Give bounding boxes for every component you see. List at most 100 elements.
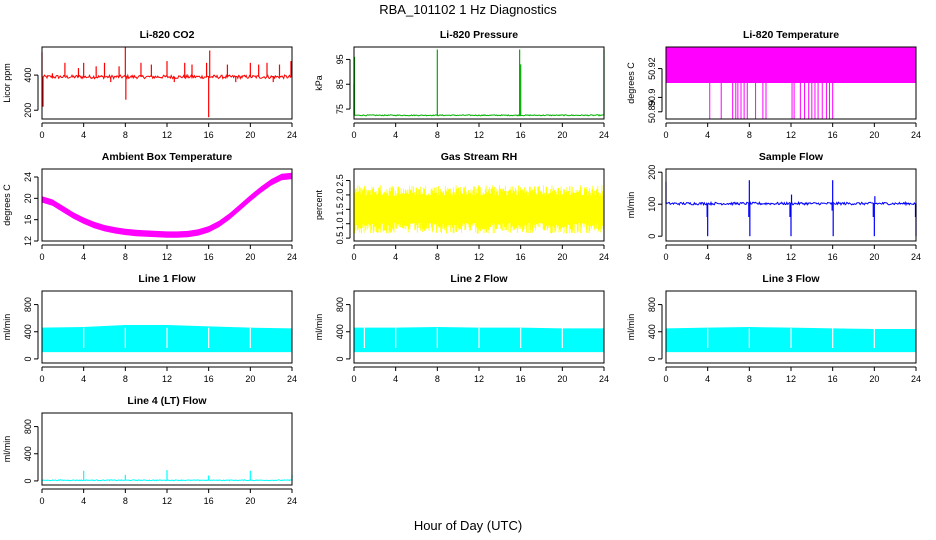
panel-9: Line 3 Flow 0 4 8 12 16 20 24 0 400 800 ml/min xyxy=(626,273,921,384)
x-tick-label: 24 xyxy=(287,130,297,140)
panel-title: Line 4 (LT) Flow xyxy=(127,395,207,407)
panel-10: Line 4 (LT) Flow 0 4 8 12 16 20 24 0 400 800 ml/min xyxy=(2,395,297,506)
plot-frame xyxy=(41,46,293,120)
y-tick-label: 400 xyxy=(647,324,657,339)
y-axis-label: kPa xyxy=(314,75,324,91)
x-axis: 0 4 8 12 16 20 24 xyxy=(39,244,297,262)
panel-title: Line 3 Flow xyxy=(762,273,820,285)
y-tick-label: 95 xyxy=(335,54,345,64)
y-tick-label: 85 xyxy=(335,79,345,89)
x-tick-label: 0 xyxy=(39,252,44,262)
panel-title: Sample Flow xyxy=(759,151,824,163)
y-axis: 200 400 Licor ppm xyxy=(2,63,39,118)
x-tick-label: 20 xyxy=(245,374,255,384)
x-tick-label: 20 xyxy=(557,374,567,384)
x-tick-label: 4 xyxy=(81,252,86,262)
plot-frame xyxy=(41,412,293,486)
x-tick-label: 16 xyxy=(204,374,214,384)
x-tick-label: 24 xyxy=(599,130,609,140)
y-axis: 0 400 800 ml/min xyxy=(2,419,39,483)
y-axis: 12 16 20 24 degrees C xyxy=(2,172,39,246)
x-tick-label: 4 xyxy=(705,130,710,140)
x-tick-label: 8 xyxy=(123,374,128,384)
x-tick-label: 8 xyxy=(747,374,752,384)
x-tick-label: 12 xyxy=(786,252,796,262)
panel-1: Li-820 CO2 0 4 8 12 16 20 24 200 400 Licor ppm xyxy=(2,29,297,140)
series xyxy=(354,327,604,353)
x-tick-label: 8 xyxy=(123,252,128,262)
x-tick-label: 12 xyxy=(474,130,484,140)
x-tick-label: 12 xyxy=(162,374,172,384)
x-axis: 0 4 8 12 16 20 24 xyxy=(39,122,297,140)
x-tick-label: 12 xyxy=(786,374,796,384)
panel-title: Li-820 Pressure xyxy=(440,29,518,41)
x-tick-label: 20 xyxy=(557,130,567,140)
y-tick-label: 400 xyxy=(23,446,33,461)
temperature-band xyxy=(666,47,916,83)
y-axis-label: degrees C xyxy=(2,184,12,226)
y-axis-label: ml/min xyxy=(2,314,12,341)
x-tick-label: 0 xyxy=(351,374,356,384)
panel-title: Line 2 Flow xyxy=(450,273,508,285)
y-axis: 75 85 95 kPa xyxy=(314,54,351,114)
x-tick-label: 8 xyxy=(435,252,440,262)
x-tick-label: 8 xyxy=(747,130,752,140)
x-tick-label: 12 xyxy=(162,252,172,262)
plot-frame xyxy=(353,46,605,120)
trace xyxy=(353,114,605,117)
y-tick-label: 800 xyxy=(335,297,345,312)
x-tick-label: 4 xyxy=(393,252,398,262)
x-tick-label: 4 xyxy=(393,374,398,384)
y-tick-label: 400 xyxy=(23,324,33,339)
y-axis-label: ml/min xyxy=(2,436,12,463)
y-tick-label: 100 xyxy=(647,197,657,212)
x-tick-label: 24 xyxy=(911,130,921,140)
y-axis: 0 400 800 ml/min xyxy=(2,297,39,361)
y-axis-label: ml/min xyxy=(626,192,636,219)
x-tick-label: 20 xyxy=(869,130,879,140)
panel-title: Line 1 Flow xyxy=(138,273,196,285)
temperature-band xyxy=(42,172,292,238)
y-tick-label: 16 xyxy=(23,215,33,225)
y-axis-label: degrees C xyxy=(626,62,636,104)
x-tick-label: 24 xyxy=(911,252,921,262)
y-tick-label: 0 xyxy=(23,478,33,483)
y-tick-label: 800 xyxy=(23,419,33,434)
x-axis: 0 4 8 12 16 20 24 xyxy=(351,244,609,262)
y-tick-label: 0.5 xyxy=(335,232,345,245)
y-tick-label: 200 xyxy=(23,103,33,118)
y-axis-label: Licor ppm xyxy=(2,63,12,103)
series xyxy=(666,47,916,119)
y-tick-label: 75 xyxy=(335,104,345,114)
panel-2: Li-820 Pressure 0 4 8 12 16 20 24 75 85 95 kPa xyxy=(314,29,609,140)
x-tick-label: 16 xyxy=(204,496,214,506)
x-tick-label: 16 xyxy=(828,252,838,262)
panel-8: Line 2 Flow 0 4 8 12 16 20 24 0 400 800 ml/min xyxy=(314,273,609,384)
x-tick-label: 0 xyxy=(351,252,356,262)
x-tick-label: 0 xyxy=(39,130,44,140)
series xyxy=(41,470,293,482)
x-tick-label: 16 xyxy=(828,374,838,384)
x-tick-label: 20 xyxy=(869,374,879,384)
x-tick-label: 20 xyxy=(245,496,255,506)
x-tick-label: 20 xyxy=(245,252,255,262)
y-axis: 0.5 1.01.52.0 2.5 percent xyxy=(314,174,351,245)
x-tick-label: 4 xyxy=(81,374,86,384)
panel-4: Ambient Box Temperature 0 4 8 12 16 20 24 12 16 20… xyxy=(2,151,297,262)
x-tick-label: 12 xyxy=(162,130,172,140)
x-tick-label: 12 xyxy=(786,130,796,140)
x-axis-title: Hour of Day (UTC) xyxy=(413,518,523,533)
y-tick-label: 24 xyxy=(23,172,33,182)
x-tick-label: 16 xyxy=(204,252,214,262)
series xyxy=(666,327,916,353)
y-tick-label: 0 xyxy=(335,356,345,361)
plot-frame xyxy=(665,168,917,242)
x-tick-label: 24 xyxy=(599,252,609,262)
y-tick-label: 800 xyxy=(647,297,657,312)
x-axis: 0 4 8 12 16 20 24 xyxy=(663,244,921,262)
x-tick-label: 4 xyxy=(393,130,398,140)
x-axis: 0 4 8 12 16 20 24 xyxy=(39,366,297,384)
y-tick-label: 0 xyxy=(23,356,33,361)
y-tick-label: 400 xyxy=(23,68,33,83)
